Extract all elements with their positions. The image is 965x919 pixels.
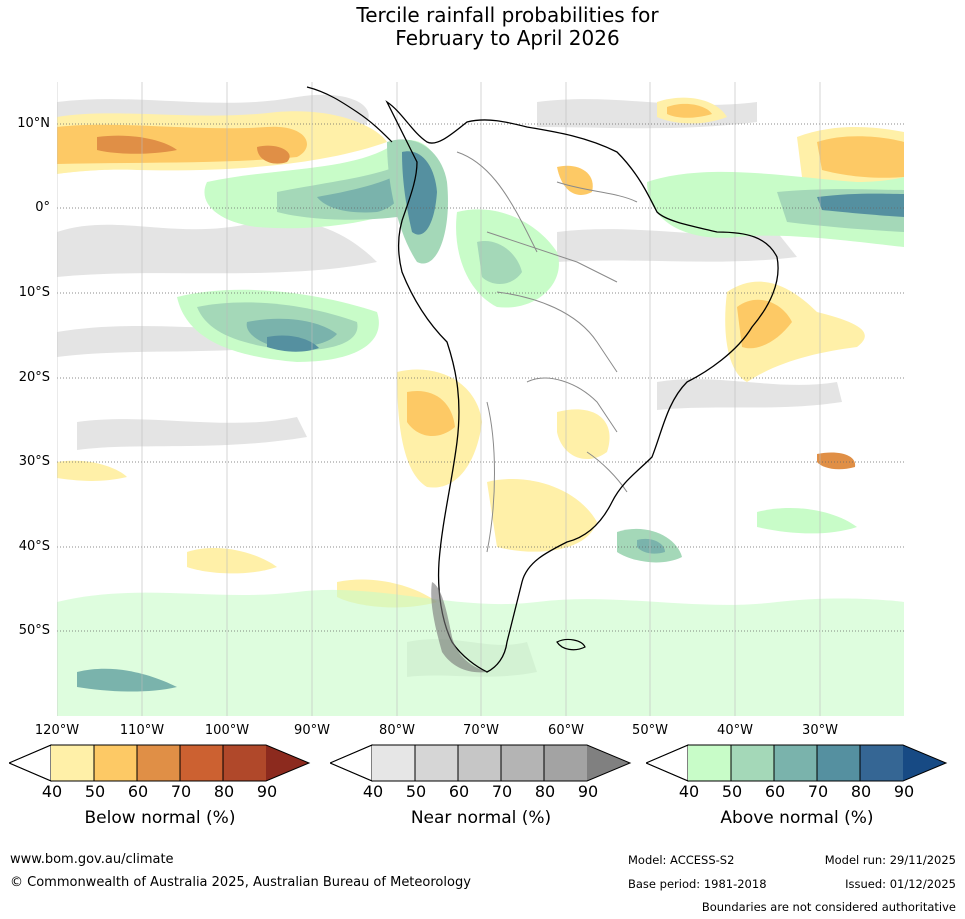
lat-label: 20°S — [18, 370, 50, 385]
near-normal-label: Near normal (%) — [410, 808, 552, 828]
cbar-swatch — [9, 744, 52, 782]
cbar-tick: 50 — [84, 782, 106, 801]
south-america-coastline — [385, 100, 779, 673]
cbar-tick: 60 — [127, 782, 149, 801]
cbar-tick: 90 — [893, 782, 915, 801]
below-normal-label: Below normal (%) — [84, 808, 236, 828]
cbar-swatch — [860, 745, 903, 781]
cbar-tick: 50 — [405, 782, 427, 801]
cbar-swatch — [330, 744, 373, 782]
cbar-swatch — [774, 745, 817, 781]
cbar-swatch — [688, 745, 731, 781]
cbar-tick: 80 — [850, 782, 872, 801]
lon-label: 50°W — [632, 723, 668, 738]
cbar-tick: 90 — [256, 782, 278, 801]
cbar-swatch — [51, 745, 94, 781]
model-run-date: Model run: 29/11/2025 — [824, 853, 956, 867]
lat-label: 10°S — [18, 285, 50, 300]
title-line-2: February to April 2026 — [395, 26, 620, 50]
lat-label: 50°S — [18, 623, 50, 638]
issued-date: Issued: 01/12/2025 — [845, 877, 956, 891]
lon-label: 80°W — [379, 723, 415, 738]
cbar-swatch — [137, 745, 180, 781]
near-normal-colorbar — [330, 744, 632, 782]
website-link[interactable]: www.bom.gov.au/climate — [10, 852, 174, 867]
cbar-swatch — [266, 745, 309, 781]
cbar-tick: 70 — [491, 782, 513, 801]
title-line-1: Tercile rainfall probabilities for — [356, 3, 659, 27]
above-normal-label: Above normal (%) — [720, 808, 874, 828]
central-america-coastline — [306, 86, 393, 143]
cbar-tick: 50 — [721, 782, 743, 801]
cbar-swatch — [544, 745, 587, 781]
cbar-swatch — [415, 745, 458, 781]
lon-label: 70°W — [463, 723, 499, 738]
cbar-swatch — [501, 745, 544, 781]
cbar-tick: 40 — [678, 782, 700, 801]
graticule — [57, 123, 904, 632]
cbar-tick: 90 — [577, 782, 599, 801]
lon-label: 100°W — [204, 723, 250, 738]
lon-label: 30°W — [802, 723, 838, 738]
cbar-swatch — [646, 744, 689, 782]
above-normal-areas — [57, 139, 904, 716]
cbar-swatch — [94, 745, 137, 781]
cbar-tick: 70 — [170, 782, 192, 801]
cbar-tick: 60 — [764, 782, 786, 801]
cbar-tick: 40 — [362, 782, 384, 801]
cbar-swatch — [223, 745, 266, 781]
cbar-tick: 80 — [534, 782, 556, 801]
lon-label: 90°W — [294, 723, 330, 738]
cbar-swatch — [458, 745, 501, 781]
map-title: Tercile rainfall probabilities for Febru… — [0, 4, 965, 50]
lat-label: 0° — [35, 200, 50, 215]
cbar-swatch — [372, 745, 415, 781]
lat-label: 40°S — [18, 539, 50, 554]
above-normal-colorbar — [646, 744, 948, 782]
lon-label: 110°W — [119, 723, 165, 738]
cbar-tick: 80 — [213, 782, 235, 801]
below-normal-colorbar — [9, 744, 311, 782]
country-borders — [456, 151, 638, 553]
below-normal-areas — [57, 97, 904, 608]
rainfall-probability-map — [57, 82, 904, 716]
lon-label: 60°W — [548, 723, 584, 738]
meridians — [57, 82, 821, 716]
cbar-swatch — [180, 745, 223, 781]
boundary-disclaimer: Boundaries are not considered authoritat… — [701, 900, 956, 914]
lat-label: 30°S — [18, 454, 50, 469]
lon-label: 120°W — [34, 723, 80, 738]
cbar-tick: 70 — [807, 782, 829, 801]
cbar-tick: 40 — [41, 782, 63, 801]
lat-label: 10°N — [17, 116, 50, 131]
lon-label: 40°W — [717, 723, 753, 738]
cbar-tick: 60 — [448, 782, 470, 801]
cbar-swatch — [587, 745, 630, 781]
cbar-swatch — [817, 745, 860, 781]
base-period: Base period: 1981-2018 — [628, 877, 767, 891]
copyright-text: © Commonwealth of Australia 2025, Austra… — [10, 875, 471, 890]
falkland-islands — [556, 638, 586, 651]
model-info: Model: ACCESS-S2 — [628, 853, 735, 867]
cbar-swatch — [731, 745, 774, 781]
cbar-swatch — [903, 745, 946, 781]
patagonia-archipelago — [431, 582, 487, 673]
map-canvas — [57, 82, 904, 716]
